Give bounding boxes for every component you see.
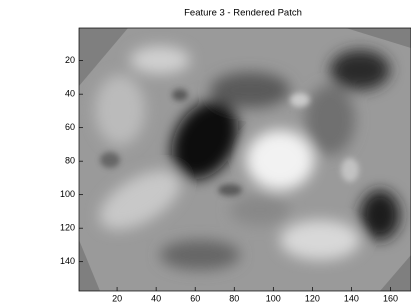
y-tick-label: 140 (60, 256, 75, 266)
x-tick-label: 20 (112, 293, 122, 303)
x-tick-label: 60 (190, 293, 200, 303)
y-tick-label: 60 (65, 122, 75, 132)
y-tick-label: 40 (65, 89, 75, 99)
x-tick-label: 40 (151, 293, 161, 303)
chart-title: Feature 3 - Rendered Patch (184, 8, 302, 19)
image (79, 28, 411, 291)
y-tick-label: 20 (65, 55, 75, 65)
x-tick-label: 160 (383, 293, 398, 303)
x-tick-label: 80 (229, 293, 239, 303)
x-tick-label: 100 (266, 293, 281, 303)
y-tick-label: 120 (60, 223, 75, 233)
y-tick-label: 100 (60, 189, 75, 199)
x-tick-label: 140 (344, 293, 359, 303)
figure: Feature 3 - Rendered Patch 20 40 60 80 100 12… (0, 0, 411, 305)
y-tick-label: 80 (65, 156, 75, 166)
x-tick-label: 120 (305, 293, 320, 303)
